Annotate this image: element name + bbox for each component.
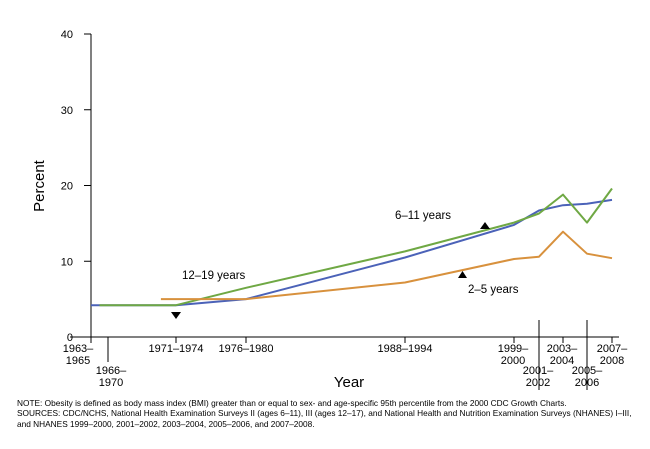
x-axis-title: Year <box>334 374 364 391</box>
series-label-12-19-pointer <box>171 312 181 319</box>
note-text: NOTE: Obesity is defined as body mass in… <box>17 398 567 408</box>
y-tick-label: 40 <box>61 29 73 41</box>
x-tick-label: 1988–1994 <box>377 343 432 355</box>
y-tick-label: 0 <box>67 332 73 344</box>
series-label-6-11: 6–11 years <box>395 210 451 222</box>
x-tick-label: 2003– 2004 <box>547 343 578 367</box>
y-tick-label: 30 <box>61 105 73 117</box>
series-label-12-19: 12–19 years <box>182 270 246 282</box>
y-axis-ticks: 0 10 20 30 40 <box>61 29 91 344</box>
x-tick-label: 2005– 2006 <box>572 365 603 389</box>
y-tick-label: 20 <box>61 181 73 193</box>
x-tick-label: 1976–1980 <box>218 343 273 355</box>
series-label-2-5-pointer <box>458 271 467 278</box>
y-tick-label: 10 <box>61 256 73 268</box>
series-label-6-11-pointer <box>480 222 490 229</box>
x-tick-label: 1966– 1970 <box>96 365 127 389</box>
chart-notes: NOTE: Obesity is defined as body mass in… <box>17 398 642 429</box>
x-tick-label: 1971–1974 <box>148 343 203 355</box>
series-line-2-5 <box>160 230 613 301</box>
x-tick-label: 1963– 1965 <box>63 343 94 367</box>
y-axis-title: Percent <box>31 159 48 212</box>
sources-text: SOURCES: CDC/NCHS, National Health Exami… <box>17 408 632 429</box>
series-labels: 12–19 years 6–11 years 2–5 years <box>171 210 519 319</box>
series-lines <box>91 187 613 307</box>
series-label-2-5: 2–5 years <box>468 284 519 296</box>
x-tick-label: 1999– 2000 <box>498 343 529 367</box>
x-tick-label: 2001– 2002 <box>523 365 554 389</box>
x-tick-label: 2007– 2008 <box>597 343 628 367</box>
